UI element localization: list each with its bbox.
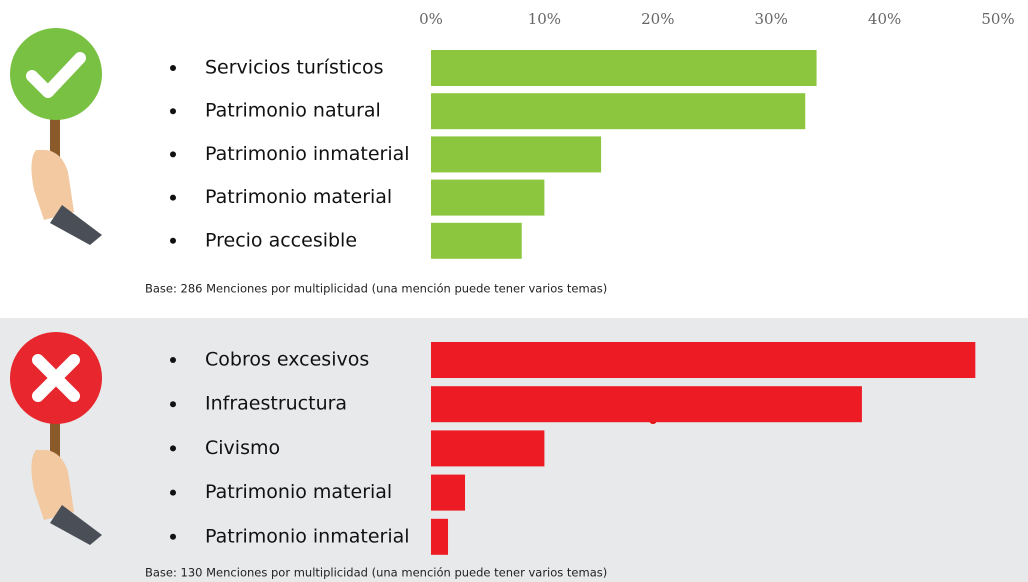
bullet: [170, 357, 176, 363]
category-label: Patrimonio natural: [205, 100, 381, 122]
bullet: [170, 490, 176, 496]
base-note: Base: 130 Menciones por multiplicidad (u…: [145, 566, 607, 580]
bullet: [170, 108, 176, 114]
bar: [431, 180, 544, 216]
x-tick-label: 50%: [981, 10, 1014, 28]
category-label: Cobros excesivos: [205, 349, 369, 371]
category-label: Patrimonio material: [205, 481, 392, 503]
bar: [431, 430, 544, 466]
x-tick-label: 10%: [528, 10, 561, 28]
category-label: Servicios turísticos: [205, 57, 384, 79]
bullet: [170, 445, 176, 451]
bullet: [170, 238, 176, 244]
category-label: Civismo: [205, 437, 280, 459]
bullet: [170, 534, 176, 540]
bar: [431, 386, 862, 422]
bar: [431, 50, 817, 86]
x-tick-label: 0%: [419, 10, 443, 28]
category-label: Infraestructura: [205, 393, 347, 415]
bar: [431, 223, 522, 259]
x-tick-label: 30%: [755, 10, 788, 28]
bar: [431, 342, 975, 378]
approve-icon: [10, 28, 102, 245]
category-label: Precio accesible: [205, 229, 357, 251]
x-tick-label: 40%: [868, 10, 901, 28]
x-tick-label: 20%: [641, 10, 674, 28]
category-label: Patrimonio inmaterial: [205, 143, 410, 165]
bar: [431, 93, 805, 129]
chart: 0% 10% 20% 30% 40% 50% Servicios turísticos Pat…: [0, 0, 1028, 582]
category-label: Patrimonio material: [205, 186, 392, 208]
base-note: Base: 286 Menciones por multiplicidad (u…: [145, 282, 607, 296]
bullet: [170, 401, 176, 407]
bar: [431, 475, 465, 511]
bullet: [170, 195, 176, 201]
bar: [431, 519, 448, 555]
bullet: [170, 151, 176, 157]
bullet: [170, 65, 176, 71]
category-label: Patrimonio inmaterial: [205, 525, 410, 547]
bar: [431, 136, 601, 172]
